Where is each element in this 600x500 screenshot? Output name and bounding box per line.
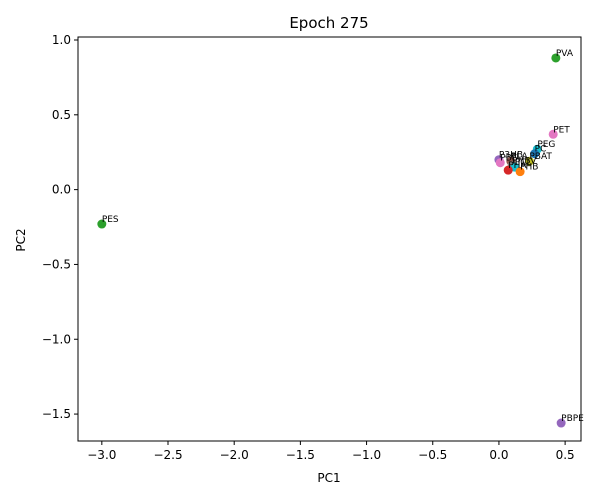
x-tick-label: 0.5 <box>556 448 575 462</box>
y-tick-label: 1.0 <box>52 33 71 47</box>
x-tick-label: −1.0 <box>352 448 381 462</box>
y-tick-label: −0.5 <box>42 257 71 271</box>
scatter-point <box>97 219 107 229</box>
x-axis-label: PC1 <box>317 471 340 485</box>
point-label: PHB <box>520 163 538 173</box>
data-points <box>97 53 566 428</box>
point-label: PBAT <box>529 152 552 162</box>
point-label: PC <box>535 145 547 155</box>
point-label: PBPE <box>561 414 584 424</box>
x-tick-label: −2.0 <box>220 448 249 462</box>
point-label: P3HB <box>499 151 523 161</box>
point-label: PBS <box>500 154 517 164</box>
point-label: PEG <box>537 140 555 150</box>
x-tick-label: −2.5 <box>153 448 182 462</box>
point-label: PES <box>102 215 119 225</box>
plot-frame <box>77 36 582 442</box>
point-label: PHBV <box>512 157 537 167</box>
scatter-point <box>551 53 561 63</box>
point-label: PCL <box>515 158 532 168</box>
x-tick-label: −3.0 <box>87 448 116 462</box>
x-tick-label: −1.5 <box>286 448 315 462</box>
x-tick-label: −0.5 <box>418 448 447 462</box>
axis-ticks: −3.0 −2.5 −2.0 −1.5 −1.0 −0.5 0.0 0.5 −1.5 −1.0 −0… <box>42 33 575 462</box>
point-label: PHA <box>508 161 527 171</box>
point-label: PET <box>553 125 570 135</box>
scatter-point <box>530 149 540 159</box>
scatter-point <box>524 156 534 166</box>
y-tick-label: 0.0 <box>52 183 71 197</box>
x-tick-label: 0.0 <box>489 448 508 462</box>
scatter-point <box>556 418 566 428</box>
point-label: PVA <box>556 49 574 59</box>
y-axis-label: PC2 <box>14 228 28 251</box>
y-tick-label: −1.0 <box>42 332 71 346</box>
y-tick-label: 0.5 <box>52 108 71 122</box>
scatter-point <box>503 165 513 175</box>
y-tick-label: −1.5 <box>42 407 71 421</box>
scatter-point <box>495 158 505 168</box>
scatter-point <box>515 167 525 177</box>
point-label: PLA <box>511 152 529 162</box>
scatter-point <box>548 129 558 139</box>
chart-title: Epoch 275 <box>289 14 368 32</box>
